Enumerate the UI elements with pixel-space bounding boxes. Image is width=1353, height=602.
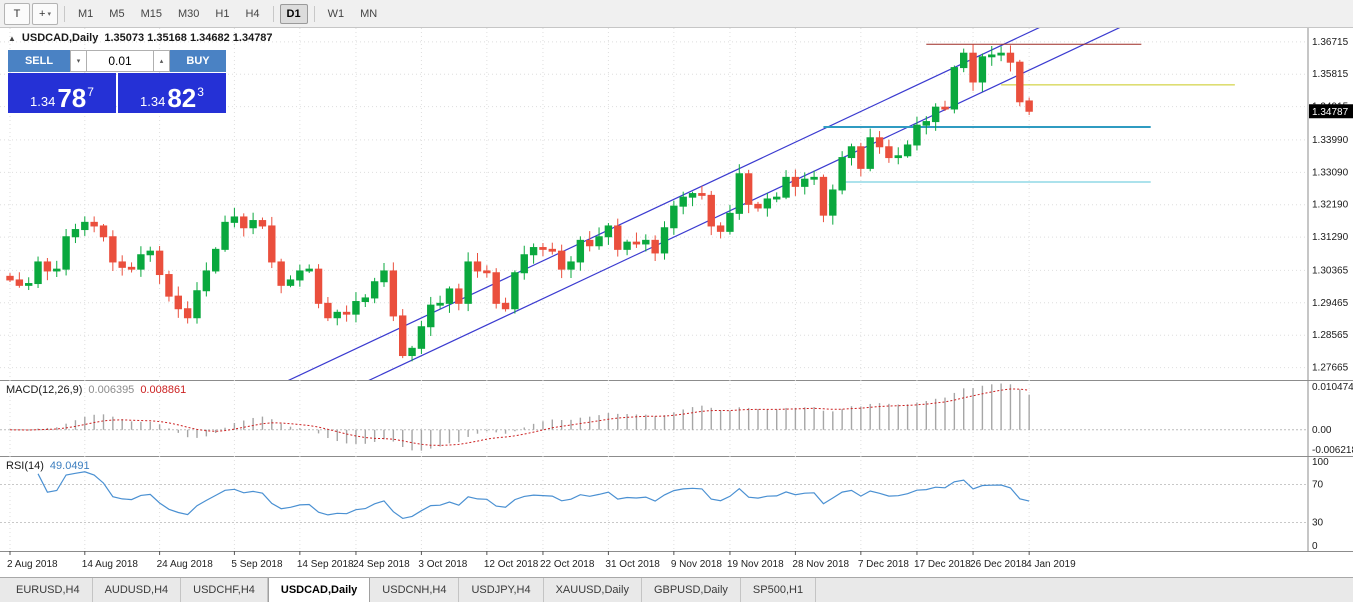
tab-sp500-h1[interactable]: SP500,H1: [741, 578, 817, 602]
macd-panel-canvas[interactable]: 0.010474 0.00 -0.006218: [0, 380, 1353, 456]
bid-price-pips: 78: [57, 83, 87, 113]
macd-name: MACD(12,26,9): [6, 384, 83, 396]
svg-text:14 Sep 2018: 14 Sep 2018: [297, 559, 354, 570]
ask-price-pips: 82: [167, 83, 197, 113]
rsi-name: RSI(14): [6, 460, 44, 472]
svg-text:1.36715: 1.36715: [1312, 37, 1349, 48]
svg-text:24 Sep 2018: 24 Sep 2018: [353, 559, 410, 570]
rsi-panel-canvas[interactable]: 100 70 30 0: [0, 456, 1353, 551]
chart-ohlc-values: 1.35073 1.35168 1.34682 1.34787: [104, 32, 273, 44]
svg-text:0: 0: [1312, 541, 1318, 551]
toolbar-separator: [313, 5, 315, 22]
svg-text:0.00: 0.00: [1312, 425, 1332, 436]
svg-text:-0.006218: -0.006218: [1312, 445, 1353, 456]
dropdown-arrow-icon: ▾: [47, 10, 51, 18]
bid-price-major: 1.34: [30, 94, 56, 109]
svg-text:19 Nov 2018: 19 Nov 2018: [727, 559, 784, 570]
rsi-value: 49.0491: [49, 460, 90, 472]
toolbar-separator: [64, 5, 65, 22]
svg-text:1.32190: 1.32190: [1312, 200, 1349, 211]
timeframe-m15[interactable]: M15: [140, 7, 162, 20]
svg-text:26 Dec 2018: 26 Dec 2018: [970, 559, 1027, 570]
svg-text:1.33990: 1.33990: [1312, 135, 1349, 146]
bid-price-pipette: 7: [87, 85, 94, 99]
one-click-trading-panel: SELL ▾ 0.01 ▴ BUY 1.34 78 7 1.34 82 3: [8, 50, 226, 113]
svg-text:1.27665: 1.27665: [1312, 363, 1349, 374]
svg-text:7 Dec 2018: 7 Dec 2018: [858, 559, 910, 570]
macd-main-value: 0.006395: [88, 384, 135, 396]
ask-price-pipette: 3: [197, 85, 204, 99]
timeframe-h4[interactable]: H4: [245, 7, 260, 20]
svg-text:3 Oct 2018: 3 Oct 2018: [418, 559, 467, 570]
timeframe-m30[interactable]: M30: [177, 7, 200, 20]
svg-text:17 Dec 2018: 17 Dec 2018: [914, 559, 971, 570]
volume-increase-button[interactable]: ▴: [153, 50, 170, 72]
svg-text:4 Jan 2019: 4 Jan 2019: [1026, 559, 1076, 570]
svg-text:12 Oct 2018: 12 Oct 2018: [484, 559, 539, 570]
bid-price-display[interactable]: 1.34 78 7: [8, 73, 116, 113]
rsi-label: RSI(14) 49.0491: [6, 460, 90, 472]
buy-button[interactable]: BUY: [170, 50, 226, 72]
svg-text:24 Aug 2018: 24 Aug 2018: [157, 559, 214, 570]
chart-icon-glyph: T: [13, 7, 21, 20]
one-click-collapse-icon[interactable]: ▲: [8, 33, 16, 43]
svg-text:0.010474: 0.010474: [1312, 382, 1353, 393]
svg-text:1.35815: 1.35815: [1312, 69, 1349, 80]
svg-text:31 Oct 2018: 31 Oct 2018: [605, 559, 660, 570]
volume-input[interactable]: 0.01: [87, 50, 153, 72]
svg-text:2 Aug 2018: 2 Aug 2018: [7, 559, 58, 570]
macd-signal-value: 0.008861: [140, 384, 187, 396]
timeframe-h1[interactable]: H1: [215, 7, 230, 20]
svg-text:1.34787: 1.34787: [1312, 107, 1349, 118]
svg-text:5 Sep 2018: 5 Sep 2018: [231, 559, 283, 570]
sell-button[interactable]: SELL: [8, 50, 70, 72]
chart-tabbar: EURUSD,H4 AUDUSD,H4 USDCHF,H4 USDCAD,Dai…: [0, 577, 1353, 602]
svg-text:28 Nov 2018: 28 Nov 2018: [792, 559, 849, 570]
trade-controls-row: SELL ▾ 0.01 ▴ BUY: [8, 50, 226, 72]
ask-price-major: 1.34: [140, 94, 166, 109]
tab-usdchf-h4[interactable]: USDCHF,H4: [181, 578, 268, 602]
toolbar: T + ▾ M1 M5 M15 M30 H1 H4 D1 W1 MN: [0, 0, 1353, 28]
crosshair-glyph: +: [39, 7, 46, 20]
tab-gbpusd-daily[interactable]: GBPUSD,Daily: [642, 578, 741, 602]
svg-text:1.28565: 1.28565: [1312, 330, 1349, 341]
timeframe-w1[interactable]: W1: [327, 7, 345, 20]
tab-xauusd-daily[interactable]: XAUUSD,Daily: [544, 578, 642, 602]
chart-symbol-label: USDCAD,Daily: [21, 32, 99, 44]
svg-text:22 Oct 2018: 22 Oct 2018: [540, 559, 595, 570]
chart-icon[interactable]: T: [4, 2, 30, 25]
chart-title: ▲ USDCAD,Daily 1.35073 1.35168 1.34682 1…: [8, 32, 273, 44]
svg-text:100: 100: [1312, 457, 1329, 468]
svg-text:14 Aug 2018: 14 Aug 2018: [82, 559, 139, 570]
svg-text:1.33090: 1.33090: [1312, 167, 1349, 178]
timeframe-mn[interactable]: MN: [360, 7, 378, 20]
volume-decrease-button[interactable]: ▾: [70, 50, 87, 72]
tab-usdjpy-h4[interactable]: USDJPY,H4: [459, 578, 544, 602]
timeframe-m1[interactable]: M1: [78, 7, 94, 20]
svg-text:1.31290: 1.31290: [1312, 232, 1349, 243]
svg-text:70: 70: [1312, 480, 1324, 491]
time-axis[interactable]: 2 Aug 2018 14 Aug 2018 24 Aug 2018 5 Sep 20…: [0, 551, 1353, 577]
trade-quotes-row: 1.34 78 7 1.34 82 3: [8, 73, 226, 113]
svg-text:30: 30: [1312, 518, 1324, 529]
svg-text:1.29465: 1.29465: [1312, 298, 1349, 309]
svg-text:1.30365: 1.30365: [1312, 265, 1349, 276]
macd-label: MACD(12,26,9) 0.006395 0.008861: [6, 384, 186, 396]
tab-audusd-h4[interactable]: AUDUSD,H4: [93, 578, 182, 602]
crosshair-tool-icon[interactable]: + ▾: [32, 2, 58, 25]
tab-eurusd-h4[interactable]: EURUSD,H4: [4, 578, 93, 602]
ask-price-display[interactable]: 1.34 82 3: [118, 73, 226, 113]
tab-usdcnh-h4[interactable]: USDCNH,H4: [370, 578, 460, 602]
timeframe-m5[interactable]: M5: [109, 7, 125, 20]
timeframe-d1[interactable]: D1: [279, 3, 308, 24]
svg-text:9 Nov 2018: 9 Nov 2018: [671, 559, 723, 570]
toolbar-separator: [272, 5, 274, 22]
tab-usdcad-daily[interactable]: USDCAD,Daily: [267, 578, 371, 602]
